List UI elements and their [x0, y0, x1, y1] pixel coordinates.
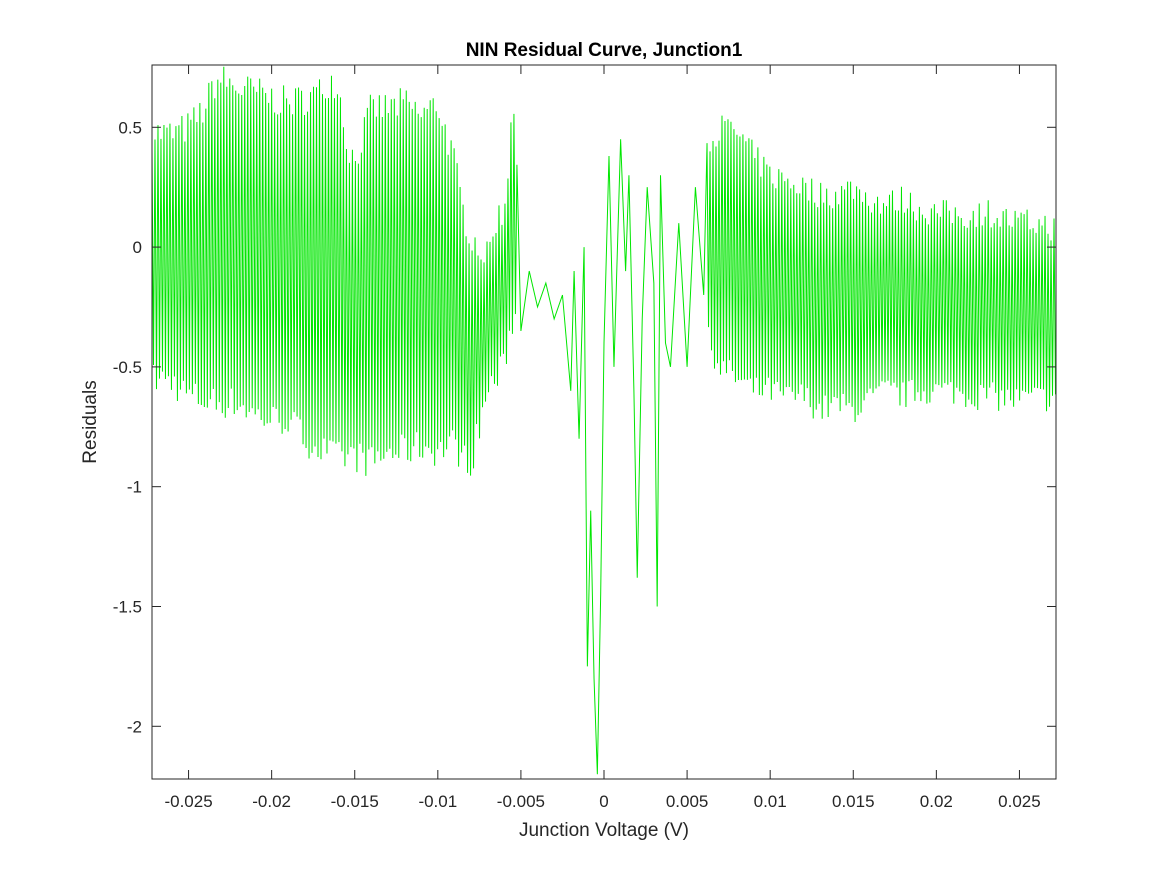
x-tick-label: -0.02 — [252, 792, 291, 811]
series-layer — [152, 66, 1056, 775]
x-tick-label: -0.005 — [497, 792, 545, 811]
y-tick-label: -0.5 — [113, 358, 142, 377]
x-tick-label: 0.015 — [832, 792, 875, 811]
y-axis-ticks: 0.5 0 -0.5 -1 -1.5 -2 — [113, 118, 1056, 736]
x-tick-label: 0.025 — [998, 792, 1041, 811]
y-tick-label: -2 — [127, 717, 142, 736]
y-axis-label: Residuals — [80, 380, 101, 463]
x-tick-label: -0.01 — [418, 792, 457, 811]
y-tick-label: 0 — [133, 238, 142, 257]
residual-series-line — [152, 66, 1056, 775]
x-tick-label: 0 — [599, 792, 608, 811]
x-tick-label: 0.005 — [666, 792, 709, 811]
x-tick-label: 0.01 — [754, 792, 787, 811]
x-axis-ticks: -0.025 -0.02 -0.015 -0.01 -0.005 0 0.005 0.01 0.… — [164, 65, 1041, 811]
y-tick-label: -1.5 — [113, 597, 142, 616]
y-tick-label: 0.5 — [118, 118, 142, 137]
x-tick-label: -0.025 — [164, 792, 212, 811]
y-tick-label: -1 — [127, 478, 142, 497]
x-tick-label: 0.02 — [920, 792, 953, 811]
chart-title: NIN Residual Curve, Junction1 — [466, 40, 743, 61]
x-axis-label: Junction Voltage (V) — [519, 820, 689, 841]
x-tick-label: -0.015 — [331, 792, 379, 811]
